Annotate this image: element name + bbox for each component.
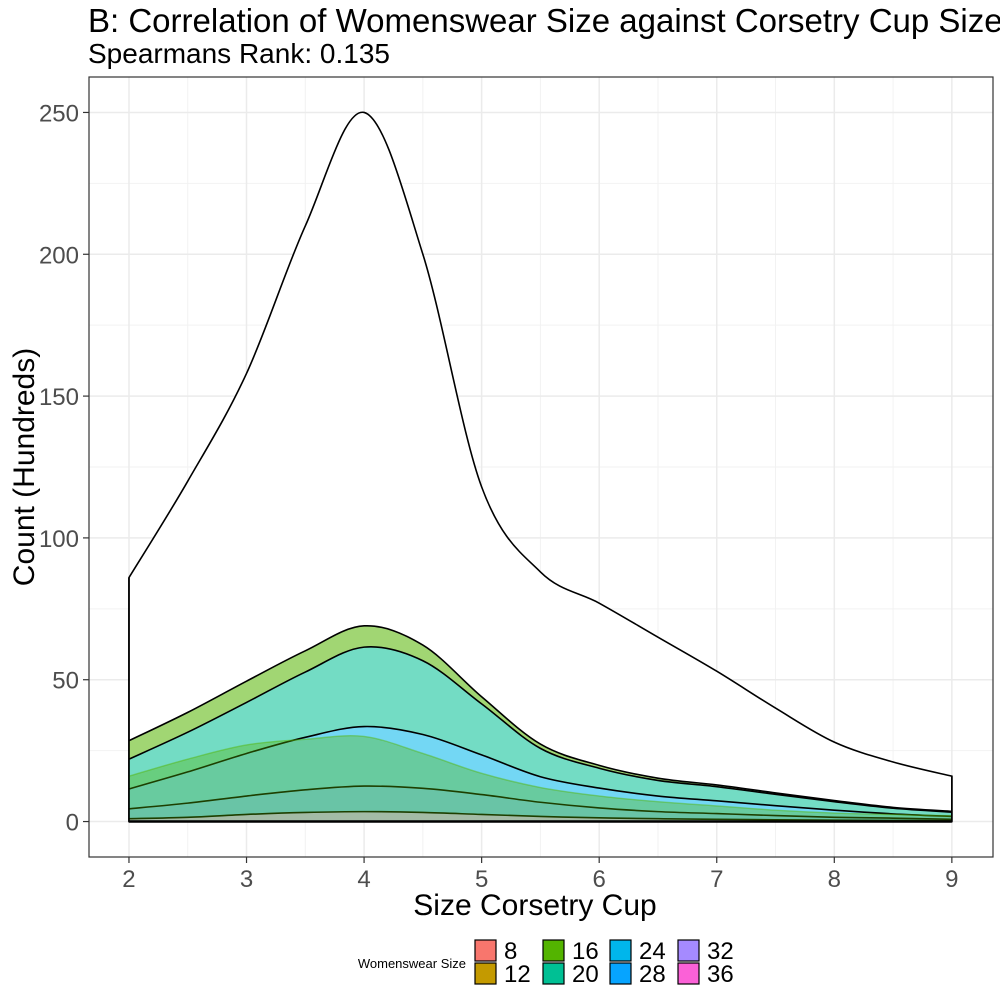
legend-title: Womenswear Size	[358, 956, 466, 971]
x-tick-label: 2	[122, 866, 135, 893]
chart-subtitle: Spearmans Rank: 0.135	[88, 38, 390, 69]
legend-label-36: 36	[707, 961, 734, 988]
y-tick-label: 250	[39, 100, 79, 127]
area-size-28	[128, 786, 952, 821]
x-tick-label: 6	[593, 866, 606, 893]
overlay-density-area	[128, 735, 952, 822]
legend-label-24: 24	[639, 938, 666, 965]
y-axis-title: Count (Hundreds)	[8, 348, 41, 586]
overlay-density-line	[128, 734, 952, 817]
area-outline-size-20	[128, 645, 952, 813]
x-tick-label: 3	[240, 866, 253, 893]
legend-key-28	[609, 962, 632, 985]
x-tick-label: 9	[945, 866, 958, 893]
legend-key-24	[609, 939, 632, 962]
legend-label-16: 16	[572, 938, 599, 965]
area-size-20	[128, 646, 952, 817]
x-axis-title: Size Corsetry Cup	[413, 889, 656, 922]
legend-key-32	[677, 939, 700, 962]
panel-border	[88, 76, 994, 858]
x-tick-label: 5	[475, 866, 488, 893]
legend-key-16	[542, 939, 565, 962]
legend-key-20	[542, 962, 565, 985]
y-tick-label: 50	[52, 668, 79, 695]
y-tick-label: 100	[39, 526, 79, 553]
area-outline-size-32	[128, 810, 952, 822]
area-outline-size-24	[128, 725, 952, 818]
legend-key-12	[474, 962, 497, 985]
y-tick-label: 0	[66, 810, 79, 837]
x-tick-label: 4	[357, 866, 370, 893]
legend-key-8	[474, 939, 497, 962]
area-outline-size-28	[128, 785, 952, 821]
legend-label-20: 20	[572, 961, 599, 988]
legend-key-36	[677, 962, 700, 985]
legend-label-32: 32	[707, 938, 734, 965]
y-tick-label: 150	[39, 384, 79, 411]
x-tick-label: 7	[710, 866, 723, 893]
legend-label-8: 8	[504, 938, 517, 965]
y-tick-label: 200	[39, 242, 79, 269]
chart-title: B: Correlation of Womenswear Size agains…	[88, 2, 1000, 39]
x-tick-label: 8	[828, 866, 841, 893]
area-size-24	[128, 726, 952, 820]
legend-label-28: 28	[639, 961, 666, 988]
area-outline-size-16	[128, 625, 952, 813]
legend-label-12: 12	[504, 961, 531, 988]
